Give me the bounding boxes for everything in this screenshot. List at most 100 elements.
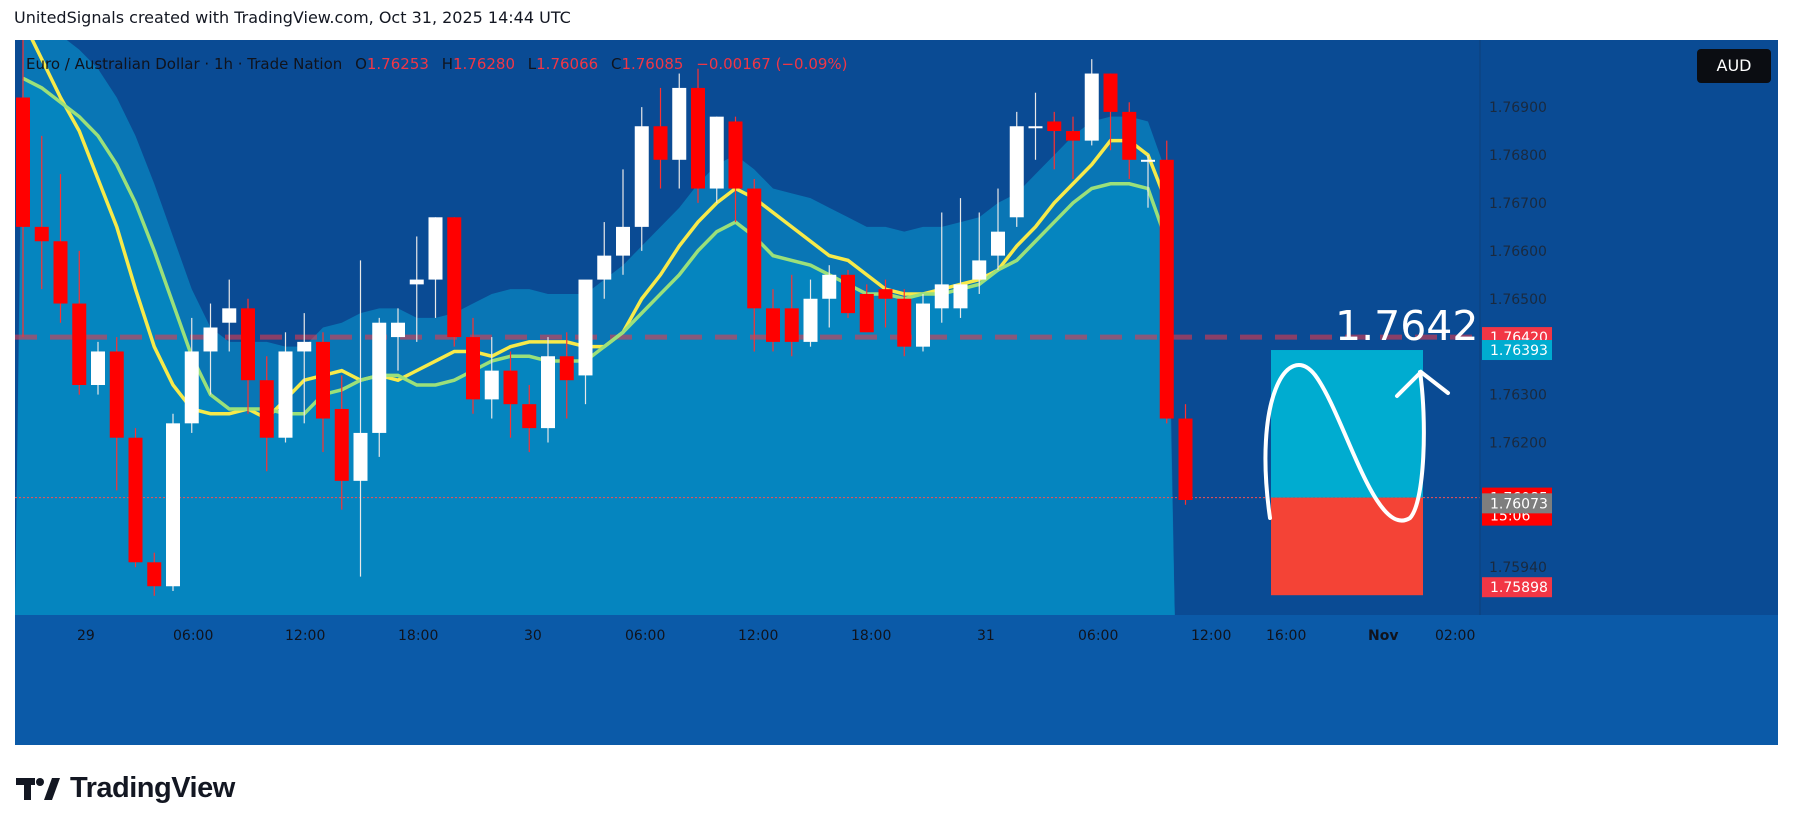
x-tick-label: 16:00 — [1266, 628, 1306, 644]
symbol-legend: Euro / Australian Dollar · 1h · Trade Na… — [26, 55, 848, 73]
candle-body — [1178, 418, 1193, 500]
projection-arrow-icon — [1395, 369, 1450, 398]
price-label: 1.76393 — [1482, 340, 1552, 361]
price-label-bg — [1482, 577, 1552, 598]
ma-green-line — [22, 76, 1169, 416]
x-tick-label: 12:00 — [1191, 628, 1231, 644]
candle — [184, 317, 199, 433]
candle — [559, 332, 574, 419]
currency-button[interactable]: AUD — [1697, 49, 1771, 83]
price-label-bg — [1482, 340, 1552, 361]
candle-body — [766, 308, 780, 342]
candle-body — [578, 279, 593, 376]
price-label-bg — [1482, 493, 1552, 514]
candle-body — [972, 260, 987, 280]
candle — [653, 87, 668, 189]
candle — [822, 265, 837, 328]
candle — [1047, 111, 1062, 170]
symbol-name[interactable]: Euro / Australian Dollar · 1h · Trade Na… — [26, 55, 343, 73]
candle-body — [1159, 159, 1174, 419]
low-label: L — [527, 55, 537, 73]
candle-body — [522, 404, 537, 429]
candle-body — [822, 274, 837, 299]
candle — [128, 428, 143, 568]
candlestick-chart[interactable]: 1.7642 1.76900 1.76800 1.76700 1.76600 1.7650… — [15, 40, 1778, 745]
ma-yellow-line — [30, 40, 1169, 421]
candle — [728, 116, 743, 223]
candle-body — [409, 279, 424, 285]
candle — [803, 279, 818, 347]
candle-body — [616, 226, 630, 256]
candle — [953, 198, 968, 318]
candle-body — [184, 351, 199, 424]
candle-body — [53, 241, 68, 304]
candle-body — [916, 303, 930, 347]
x-tick-label: 02:00 — [1435, 628, 1475, 644]
candle — [203, 303, 218, 395]
candle-body — [1103, 73, 1118, 112]
candle — [241, 298, 255, 414]
candle — [1084, 59, 1099, 146]
x-tick-label: 06:00 — [173, 628, 213, 644]
candle — [597, 222, 612, 299]
candle — [934, 212, 949, 323]
x-tick-label: 29 — [77, 628, 95, 644]
candle-body — [1047, 121, 1062, 132]
candle-body — [1141, 159, 1155, 162]
candle-body — [372, 322, 387, 433]
candle-body — [541, 356, 555, 429]
price-label: 1.76073 — [1482, 493, 1552, 514]
candle-body — [1084, 73, 1099, 141]
candle — [1009, 111, 1024, 227]
candle-body — [128, 437, 143, 563]
candle — [353, 260, 368, 577]
candle — [709, 116, 724, 203]
candle — [841, 270, 855, 318]
x-tick-label: 18:00 — [851, 628, 891, 644]
candle-body — [1122, 111, 1137, 160]
candle-body — [691, 87, 705, 189]
time-axis — [15, 615, 1778, 745]
x-tick-label: Nov — [1368, 628, 1398, 644]
candle — [34, 135, 49, 290]
candle — [147, 552, 162, 596]
x-tick-label: 31 — [977, 628, 995, 644]
x-tick-label: 06:00 — [625, 628, 665, 644]
candle — [634, 107, 649, 251]
candle — [991, 188, 1005, 270]
candle-body — [278, 351, 293, 438]
price-label: 1.75898 — [1482, 577, 1552, 598]
candle — [484, 337, 499, 419]
close-label: C — [610, 55, 622, 73]
candle-body — [897, 298, 912, 347]
level-annotation: 1.7642 — [1335, 302, 1478, 350]
candle-body — [334, 408, 349, 481]
candle — [297, 313, 312, 424]
candle — [334, 375, 349, 510]
candle — [1141, 155, 1155, 208]
candle — [972, 212, 987, 294]
candle-body — [709, 116, 724, 189]
candle-body — [353, 432, 368, 481]
candle-body — [428, 217, 443, 280]
price-label-text: 1.76393 — [1490, 343, 1548, 359]
candle-body — [222, 308, 237, 323]
candle-body — [484, 370, 499, 400]
candle — [616, 169, 630, 275]
candle — [259, 356, 274, 472]
candle-body — [1066, 131, 1080, 141]
candle — [878, 279, 893, 328]
candle-body — [241, 308, 255, 381]
open-value: 1.76253 — [366, 55, 429, 73]
candle — [747, 178, 762, 352]
candle-body — [634, 126, 649, 227]
candle — [859, 284, 874, 333]
y-tick-label: 1.76300 — [1489, 388, 1547, 404]
candle-body — [747, 188, 762, 309]
candle-body — [166, 423, 180, 587]
candle — [166, 413, 180, 592]
candle — [1103, 73, 1118, 151]
candle — [16, 40, 30, 338]
candle-body — [503, 370, 518, 405]
footer-brand: TradingView — [16, 772, 235, 805]
